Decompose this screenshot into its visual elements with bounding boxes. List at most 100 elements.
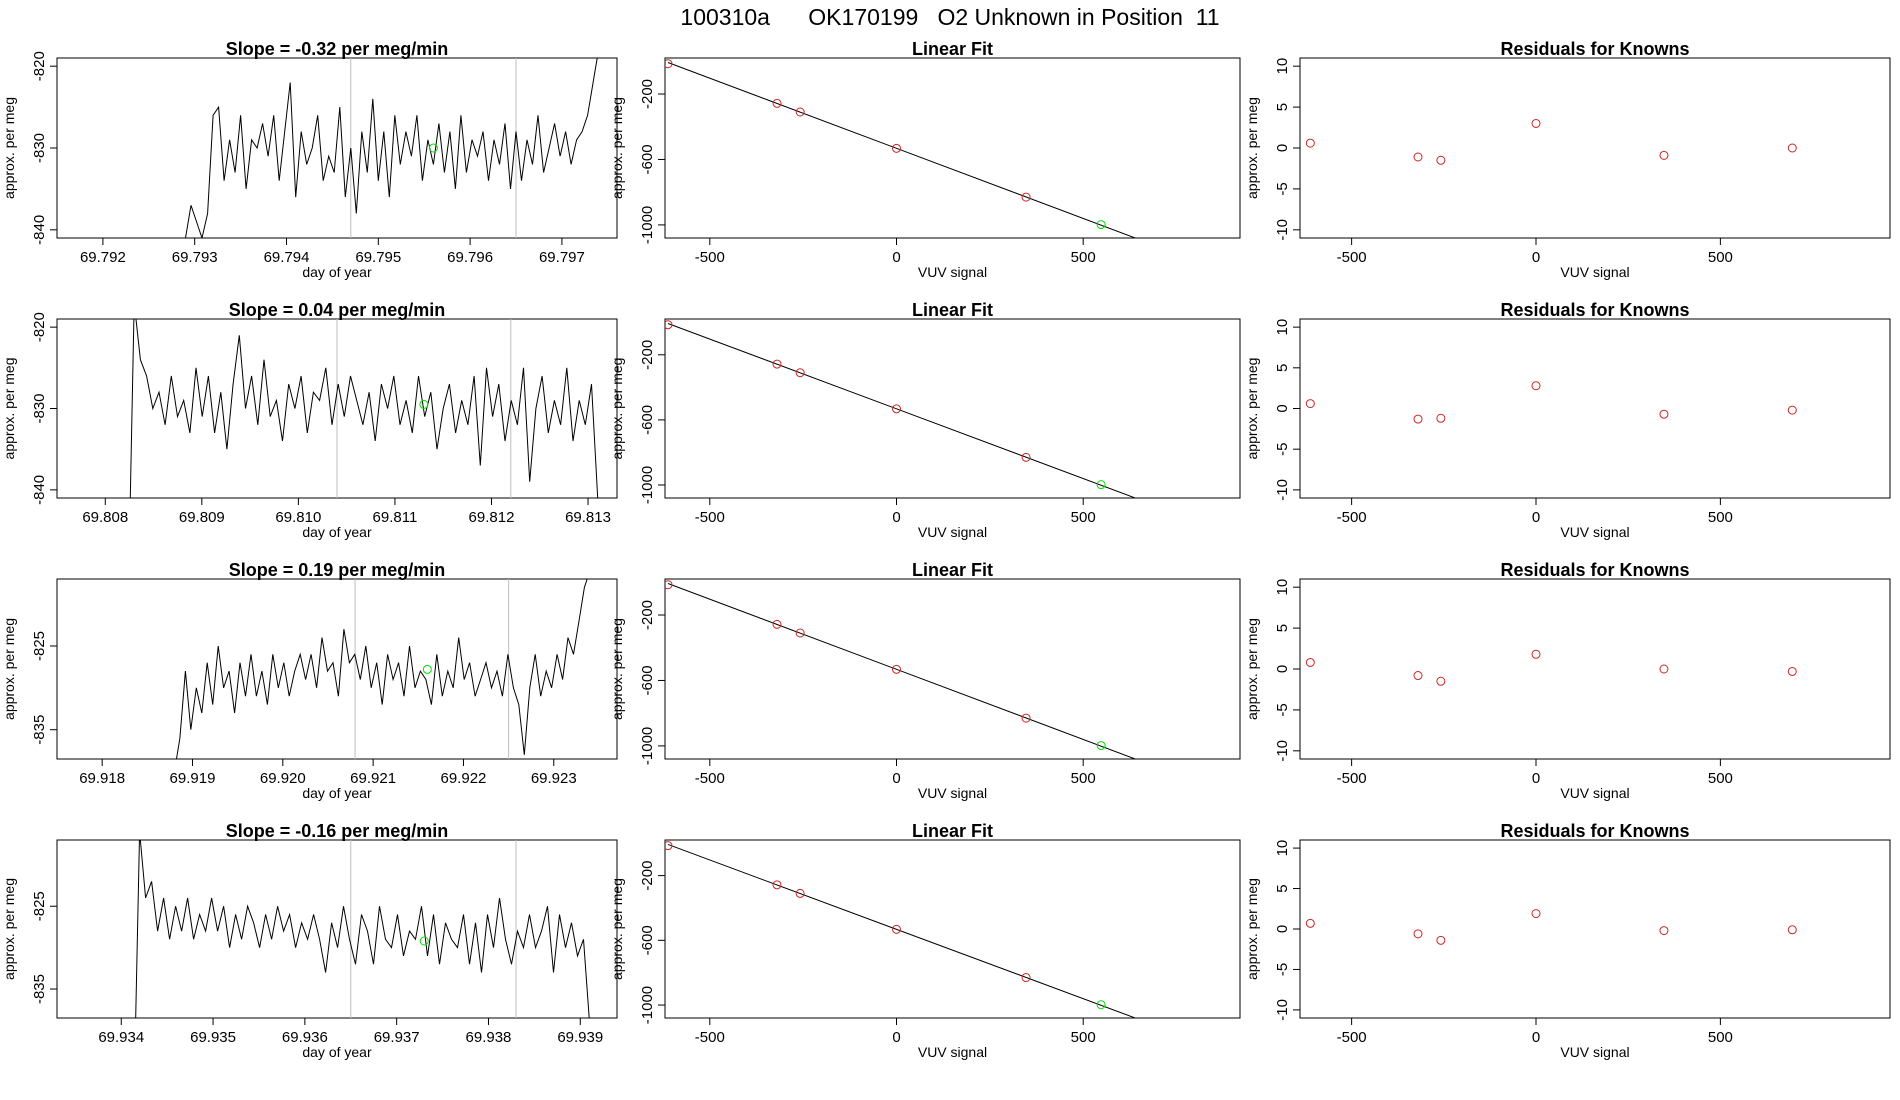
residual-point bbox=[1531, 649, 1541, 659]
known-standard-point bbox=[665, 320, 673, 330]
x-tick-label: 69.794 bbox=[264, 249, 310, 266]
y-tick-label: -1000 bbox=[639, 727, 656, 765]
plot-frame bbox=[664, 578, 1241, 760]
y-tick-label: 0 bbox=[1274, 404, 1291, 412]
residual-point bbox=[1659, 664, 1669, 674]
y-tick-label: -840 bbox=[31, 475, 48, 505]
x-tick-label: -500 bbox=[1337, 509, 1367, 526]
residual-point bbox=[1659, 926, 1669, 936]
residual-point bbox=[1787, 925, 1797, 935]
panel-title: Slope = -0.16 per meg/min bbox=[226, 821, 449, 841]
x-tick-label: 0 bbox=[892, 509, 900, 526]
y-tick-label: 5 bbox=[1274, 624, 1291, 632]
panel-title: Linear Fit bbox=[912, 560, 993, 580]
x-tick-label: 69.939 bbox=[557, 1029, 603, 1046]
panel-title: Slope = 0.19 per meg/min bbox=[229, 560, 446, 580]
x-axis-label: VUV signal bbox=[1560, 1044, 1629, 1060]
y-tick-label: -5 bbox=[1274, 182, 1291, 195]
x-tick-label: 69.795 bbox=[355, 249, 401, 266]
x-tick-label: 69.812 bbox=[469, 509, 515, 526]
panel-title: Linear Fit bbox=[912, 300, 993, 320]
residual-point bbox=[1305, 138, 1315, 148]
unknown-mean-point bbox=[428, 143, 438, 153]
y-tick-label: -10 bbox=[1274, 999, 1291, 1021]
residual-point bbox=[1436, 676, 1446, 686]
x-axis-label: VUV signal bbox=[918, 524, 987, 540]
known-standard-point bbox=[891, 664, 901, 674]
plot-area bbox=[665, 59, 1160, 249]
residual-point bbox=[1413, 152, 1423, 162]
y-tick-label: -825 bbox=[31, 631, 48, 661]
known-standard-point bbox=[772, 880, 782, 890]
x-tick-label: -500 bbox=[1337, 770, 1367, 787]
x-axis-label: VUV signal bbox=[1560, 785, 1629, 801]
residual-point bbox=[1305, 399, 1315, 409]
plot-area bbox=[1305, 381, 1797, 424]
x-tick-label: 500 bbox=[1708, 770, 1733, 787]
plot-frame bbox=[664, 57, 1241, 239]
y-tick-label: -200 bbox=[639, 79, 656, 109]
y-tick-label: 10 bbox=[1274, 840, 1291, 857]
x-tick-label: -500 bbox=[695, 249, 725, 266]
y-tick-label: -10 bbox=[1274, 740, 1291, 762]
x-tick-label: 69.936 bbox=[282, 1029, 328, 1046]
panel-title: Linear Fit bbox=[912, 821, 993, 841]
known-standard-point bbox=[1021, 452, 1031, 462]
y-tick-label: -820 bbox=[31, 51, 48, 81]
plot-area bbox=[1305, 909, 1797, 945]
y-axis-label: approx. per meg bbox=[1, 878, 17, 980]
known-standard-point bbox=[795, 368, 805, 378]
x-axis-label: day of year bbox=[302, 1044, 372, 1060]
known-standard-point bbox=[1152, 762, 1160, 770]
x-tick-label: 69.793 bbox=[172, 249, 218, 266]
panel-title: Slope = 0.04 per meg/min bbox=[229, 300, 446, 320]
y-tick-label: -835 bbox=[31, 974, 48, 1004]
y-tick-label: -5 bbox=[1274, 963, 1291, 976]
x-axis-label: VUV signal bbox=[918, 264, 987, 280]
y-tick-label: -1000 bbox=[639, 466, 656, 504]
fit-line bbox=[667, 323, 1137, 498]
y-axis-label: approx. per meg bbox=[1, 97, 17, 199]
fit-line bbox=[667, 843, 1137, 1018]
plot-frame bbox=[1299, 578, 1891, 760]
y-axis-label: approx. per meg bbox=[609, 97, 625, 199]
signal-trace bbox=[175, 579, 588, 759]
panel-row4-linear-fit: Linear Fit -500 0 500 -200 -600 -1000 VUV signa… bbox=[609, 821, 1241, 1060]
y-tick-label: 0 bbox=[1274, 925, 1291, 933]
residual-point bbox=[1413, 414, 1423, 424]
y-tick-label: 5 bbox=[1274, 884, 1291, 892]
x-tick-label: 0 bbox=[892, 249, 900, 266]
x-tick-label: 69.808 bbox=[82, 509, 128, 526]
panel-title: Residuals for Knowns bbox=[1500, 39, 1689, 59]
y-tick-label: -600 bbox=[639, 405, 656, 435]
residual-point bbox=[1305, 918, 1315, 928]
y-axis-label: approx. per meg bbox=[609, 878, 625, 980]
x-tick-label: 0 bbox=[1532, 1029, 1540, 1046]
residual-point bbox=[1436, 935, 1446, 945]
plot-frame bbox=[56, 839, 618, 1019]
panel-row3-residuals: Residuals for Knowns -500 0 500 10 5 0 -5 -10 VUV… bbox=[1244, 560, 1891, 801]
y-tick-label: -200 bbox=[639, 340, 656, 370]
known-standard-point bbox=[1152, 241, 1160, 249]
panel-row4-residuals: Residuals for Knowns -500 0 500 10 5 0 -5 -10 VUV… bbox=[1244, 821, 1891, 1060]
x-tick-label: -500 bbox=[695, 509, 725, 526]
x-tick-label: 69.809 bbox=[179, 509, 225, 526]
residual-point bbox=[1436, 155, 1446, 165]
known-standard-point bbox=[1152, 1020, 1160, 1028]
y-tick-label: -1000 bbox=[639, 206, 656, 244]
known-standard-point bbox=[665, 59, 673, 69]
known-standard-point bbox=[1021, 192, 1031, 202]
fit-line bbox=[667, 62, 1137, 238]
unknown-mean-point bbox=[419, 399, 429, 409]
panel-row1-linear-fit: Linear Fit -500 0 500 -200 -600 -1000 VUV signa… bbox=[609, 39, 1241, 280]
plot-frame bbox=[1299, 318, 1891, 499]
x-axis-label: VUV signal bbox=[1560, 524, 1629, 540]
x-axis-label: day of year bbox=[302, 264, 372, 280]
plot-frame bbox=[1299, 839, 1891, 1019]
x-tick-label: 500 bbox=[1071, 509, 1096, 526]
plot-area bbox=[175, 579, 588, 759]
signal-trace bbox=[135, 840, 590, 1018]
unknown-point bbox=[1096, 220, 1106, 230]
y-axis-label: approx. per meg bbox=[1244, 358, 1260, 460]
